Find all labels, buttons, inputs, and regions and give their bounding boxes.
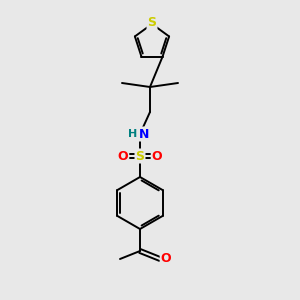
Text: O: O: [118, 149, 128, 163]
Text: O: O: [152, 149, 162, 163]
Text: N: N: [139, 128, 149, 140]
Text: H: H: [128, 129, 138, 139]
Text: S: S: [148, 16, 157, 29]
Text: O: O: [161, 253, 171, 266]
Text: S: S: [136, 149, 145, 163]
